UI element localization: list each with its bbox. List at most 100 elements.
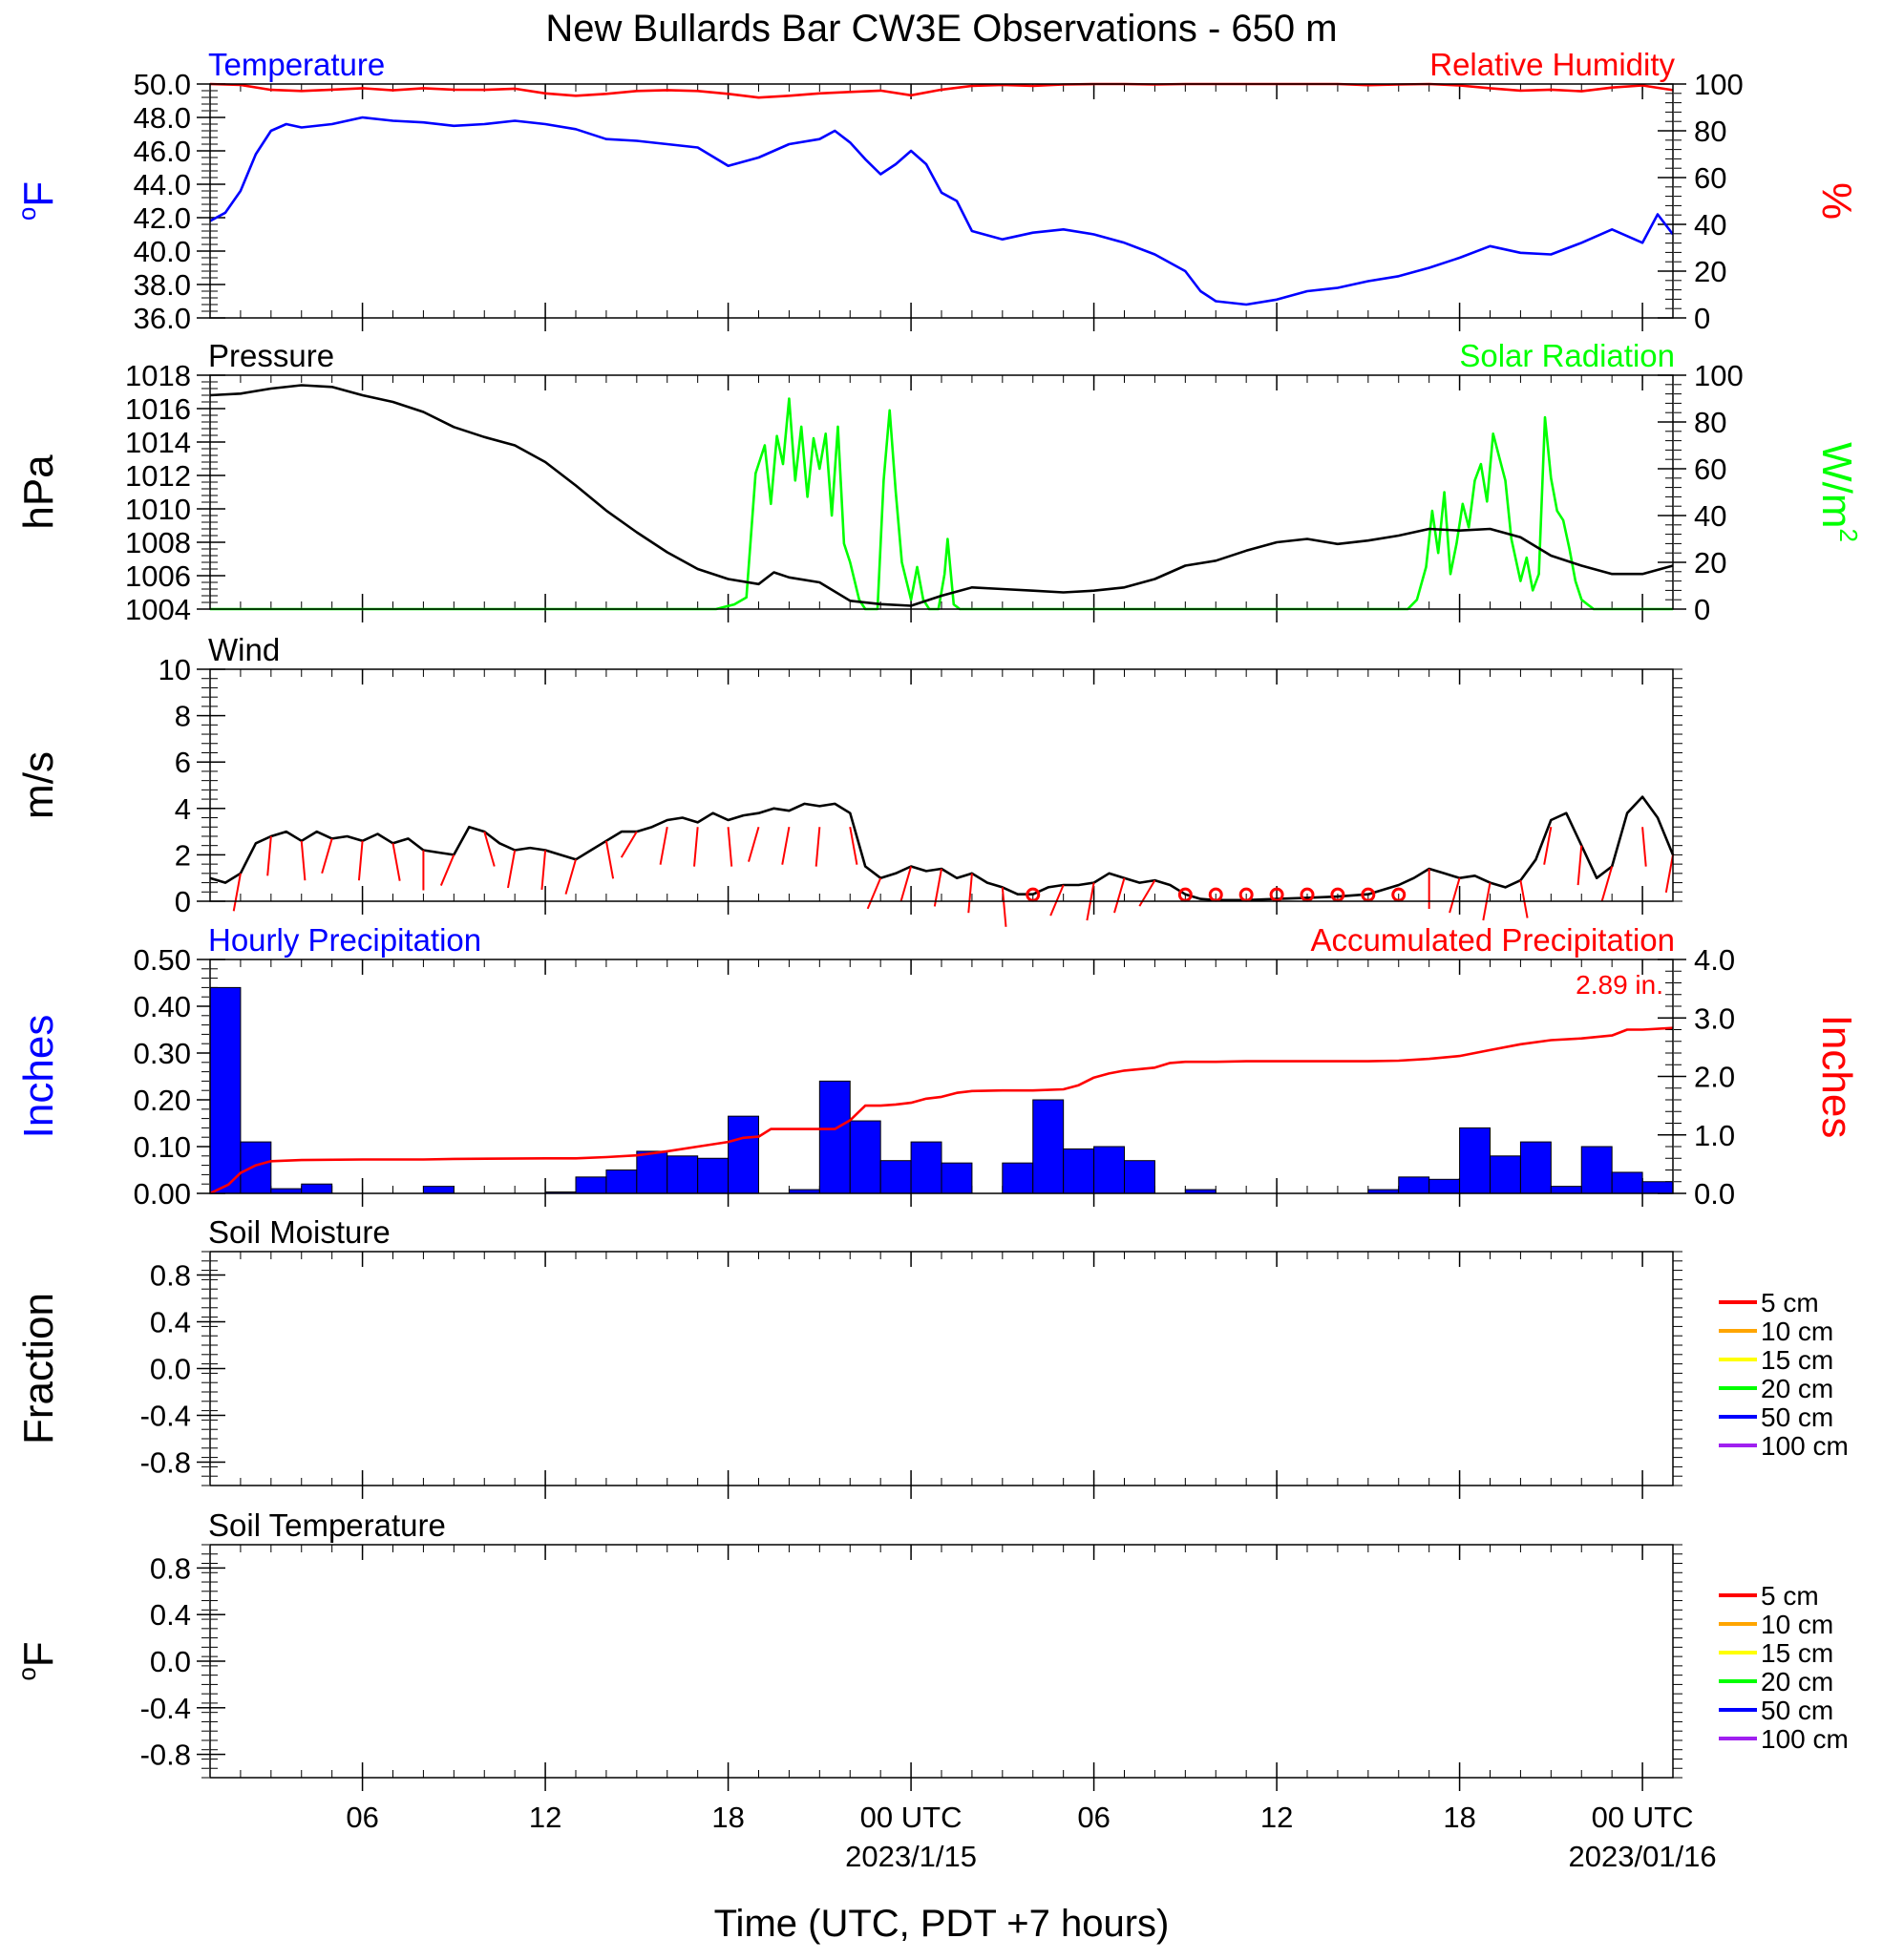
x-axis-label: Time (UTC, PDT +7 hours) [714,1903,1170,1945]
wind-left-tick-label: 0 [175,885,191,918]
precip-right-axis: 0.0 1.0 2.0 3.0 4.0 [1658,943,1735,1211]
precip-bar [575,1176,607,1194]
precip-bar [849,1120,881,1194]
wind-left-tick-label: 4 [175,792,191,826]
soil_moisture-frame [209,1251,1674,1486]
precip-bar [818,1080,851,1194]
precip-bar [1398,1176,1430,1194]
x-tick-label: 18 [711,1801,744,1834]
temperature-right-tick-label: 20 [1694,255,1726,288]
pressure-left-tick-label: 1006 [125,559,191,593]
x-tick-label: 00 UTC [1592,1801,1694,1834]
wind-frame [209,668,1674,902]
temperature-right-tick-label: 80 [1694,115,1726,148]
precip-right-tick-label: 0.0 [1694,1177,1735,1211]
wind-calm-circle [1391,887,1407,902]
precip-bar [697,1157,730,1194]
soil_moisture-legend-label: 50 cm [1761,1402,1833,1432]
precip-right-tick-label: 3.0 [1694,1001,1735,1035]
soil_temperature-ylabel-left-group: oF [12,1641,62,1680]
temperature-left-tick-label: 40.0 [134,235,191,268]
wind-barb [483,831,496,867]
pressure-line [209,384,1674,607]
wind-barb [507,850,517,889]
wind-left-tick-label: 6 [175,746,191,779]
wind-barb [1600,866,1614,902]
wind-barb [357,840,364,881]
wind-barb [1641,827,1647,867]
precip-left-tick-label: 0.50 [134,943,191,977]
pressure-ylabel-left-group: hPa [15,454,62,530]
wind-barb [540,850,547,890]
pressure-ylabel-right-group: W/m2 [1813,442,1863,542]
soil_temperature-x-ticks [209,1545,1674,1791]
soil_moisture-left-tick-label: 0.0 [150,1353,191,1386]
temperature-ylabel-right-group: % [1813,182,1860,220]
pressure-right-tick-label: 100 [1694,359,1744,392]
soil_temperature-title-left: Soil Temperature [208,1507,446,1543]
pressure-ylabel-left: hPa [15,454,62,530]
wind-barb [620,831,638,858]
precip-left-tick-label: 0.30 [134,1037,191,1070]
wind-barb [300,840,307,881]
pressure-right-tick-label: 0 [1694,593,1710,626]
wind-barb [439,854,455,886]
soil_moisture-title-left: Soil Moisture [208,1214,391,1250]
precip-bar [1428,1178,1461,1194]
soil_temperature-legend-label: 15 cm [1761,1638,1833,1668]
precip-bar [209,986,242,1194]
temperature-left-tick-label: 36.0 [134,302,191,335]
precip-left-tick-label: 0.10 [134,1130,191,1164]
wind-barbs [232,826,1674,927]
wind-barb [967,873,973,914]
temperature-right-tick-label: 0 [1694,302,1710,335]
precip-bar [1093,1146,1126,1194]
precip-bar [1550,1186,1582,1194]
temperature-right-tick-label: 100 [1694,68,1744,101]
soil_moisture-left-tick-label: 0.8 [150,1259,191,1293]
precip-title-right: Accumulated Precipitation [1310,922,1675,958]
pressure-right-tick-label: 40 [1694,499,1726,533]
soil_temperature-left-tick-label: -0.8 [140,1739,191,1772]
x-tick-label: 06 [1077,1801,1110,1834]
wind-barb [693,827,699,867]
soil_temperature-left-tick-label: 0.4 [150,1598,191,1632]
precip-bar [1519,1141,1552,1194]
wind-barb [899,866,913,902]
wind-barb [866,877,882,910]
pressure-left-tick-label: 1004 [125,593,191,626]
temperature-right-axis: 0 20 40 60 80 100 [1658,68,1744,335]
x-tick-label: 18 [1443,1801,1475,1834]
temperature-left-axis: 36.038.040.042.044.046.048.050.0 [134,68,225,335]
wind-barb [748,826,760,862]
wind-calm-circle [1208,887,1223,902]
chart-title: New Bullards Bar CW3E Observations - 650… [545,8,1337,50]
solar-radiation-line [210,397,1673,611]
wind-barb [1576,845,1583,886]
soil_moisture-ylabel-left: Fraction [15,1293,62,1444]
precip-bar [1124,1160,1155,1194]
wind-barb [1664,854,1674,894]
precip-bar [301,1183,333,1194]
precip-bar [1002,1162,1034,1194]
wind-barb [1543,827,1553,865]
pressure-left-tick-label: 1010 [125,493,191,526]
wind-left-tick-label: 10 [159,653,191,686]
precip-bar [1611,1171,1643,1194]
soil_temperature-frame [209,1544,1674,1779]
soil_moisture-legend-label: 20 cm [1761,1374,1833,1403]
soil_temperature-legend-label: 5 cm [1761,1581,1819,1611]
precip-bar [1063,1148,1095,1194]
precip-left-tick-label: 0.20 [134,1084,191,1117]
temperature-left-tick-label: 42.0 [134,201,191,235]
precip-bar [728,1115,759,1194]
x-date-label: 2023/01/16 [1569,1840,1717,1873]
precip-ylabel-right: Inches [1813,1015,1860,1139]
soil_moisture-left-tick-label: -0.8 [140,1446,191,1480]
precip-ylabel-right-group: Inches [1813,1015,1860,1139]
precip-right-tick-label: 1.0 [1694,1119,1735,1152]
soil_temperature-legend-label: 20 cm [1761,1667,1833,1697]
